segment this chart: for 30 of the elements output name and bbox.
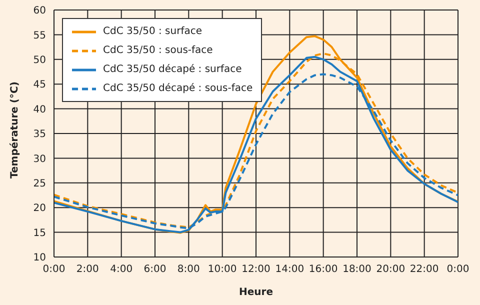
y-axis-title: Température (°C) xyxy=(10,82,21,178)
x-tick-label: 12:00 xyxy=(242,264,270,276)
y-tick-label: 60 xyxy=(33,6,46,17)
y-tick-label: 15 xyxy=(33,228,46,239)
x-tick-label: 0:00 xyxy=(446,264,470,276)
x-tick-label: 8:00 xyxy=(177,264,200,276)
y-tick-label: 30 xyxy=(33,154,46,165)
y-tick-label: 55 xyxy=(33,30,46,42)
y-tick-label: 10 xyxy=(33,252,46,264)
x-tick-label: 2:00 xyxy=(76,264,99,276)
y-tick-label: 25 xyxy=(33,178,46,190)
y-tick-label: 40 xyxy=(33,104,46,116)
legend-label: CdC 35/50 : surface xyxy=(103,25,202,39)
y-tick-label: 20 xyxy=(33,203,46,214)
x-tick-label: 16:00 xyxy=(308,264,338,276)
legend-label: CdC 35/50 : sous-face xyxy=(103,44,213,58)
x-tick-label: 6:00 xyxy=(144,264,166,276)
y-tick-label: 45 xyxy=(33,80,46,91)
x-tick-label: 14:00 xyxy=(275,264,304,276)
y-tick-label: 50 xyxy=(33,54,46,66)
legend-label: CdC 35/50 décapé : surface xyxy=(103,63,242,77)
x-tick-label: 0:00 xyxy=(42,264,66,276)
x-tick-label: 4:00 xyxy=(110,264,133,276)
x-axis-title: Heure xyxy=(239,287,274,298)
y-tick-label: 35 xyxy=(33,129,46,140)
x-tick-label: 10:00 xyxy=(208,264,237,276)
x-tick-label: 22:00 xyxy=(410,264,439,276)
x-tick-label: 18:00 xyxy=(342,264,372,276)
x-tick-label: 20:00 xyxy=(376,264,406,276)
legend-label: CdC 35/50 décapé : sous-face xyxy=(103,82,253,96)
